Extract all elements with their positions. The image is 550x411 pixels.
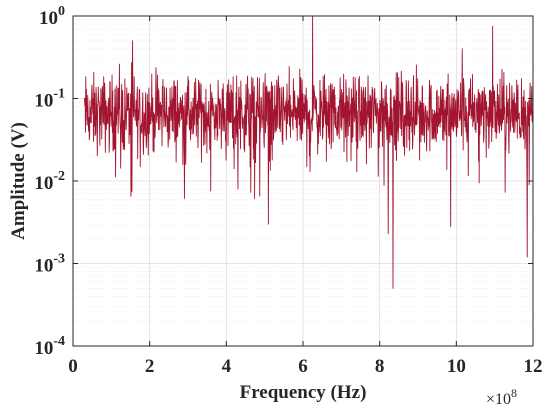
y-tick-label: 10-1 xyxy=(34,87,65,112)
y-tick-exponent: -2 xyxy=(53,169,65,184)
x-tick-label: 2 xyxy=(145,356,155,377)
y-axis-title: Amplitude (V) xyxy=(8,122,29,240)
x-tick-label: 8 xyxy=(375,356,385,377)
x-multiplier-base: ×10 xyxy=(486,391,511,408)
y-tick-base: 10 xyxy=(34,338,53,359)
y-tick-base: 10 xyxy=(34,256,53,277)
tick-marks xyxy=(72,15,534,347)
y-tick-exponent: 0 xyxy=(58,4,65,19)
series-line xyxy=(84,15,534,289)
plot-area xyxy=(84,15,534,289)
y-tick-base: 10 xyxy=(34,91,53,112)
y-tick-label: 10-3 xyxy=(34,252,65,277)
y-tick-label: 10-2 xyxy=(34,169,65,194)
y-tick-exponent: -1 xyxy=(53,87,65,102)
x-tick-label: 4 xyxy=(222,356,232,377)
grid xyxy=(72,15,534,347)
y-tick-label: 10-4 xyxy=(34,334,65,359)
x-tick-label: 0 xyxy=(68,356,78,377)
x-tick-label: 12 xyxy=(524,356,543,377)
x-axis-title: Frequency (Hz) xyxy=(240,382,367,403)
x-axis-multiplier: ×108 xyxy=(486,386,517,408)
y-tick-exponent: -3 xyxy=(53,252,65,267)
y-tick-base: 10 xyxy=(34,173,53,194)
x-tick-label: 10 xyxy=(447,356,466,377)
x-tick-labels: 0 2 4 6 8 10 12 xyxy=(68,356,542,377)
x-tick-label: 6 xyxy=(298,356,308,377)
y-tick-exponent: -4 xyxy=(53,334,65,349)
y-tick-base: 10 xyxy=(39,8,58,29)
y-tick-label: 100 xyxy=(39,4,65,29)
x-multiplier-exponent: 8 xyxy=(511,386,517,400)
